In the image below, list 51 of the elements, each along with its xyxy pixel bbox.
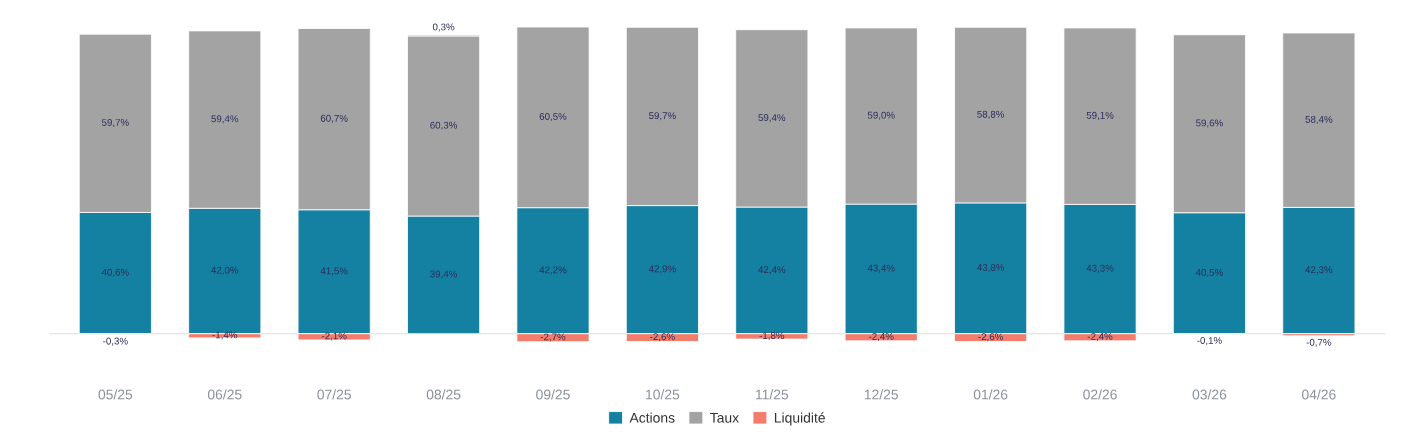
x-tick-label: 11/25 (756, 389, 789, 400)
x-tick-label: 04/26 (1302, 389, 1336, 400)
data-label: 42,3% (1305, 266, 1333, 275)
x-tick-label: 07/25 (317, 389, 351, 400)
data-label: -0,7% (1306, 338, 1332, 347)
data-label: 42,9% (648, 265, 676, 274)
x-tick-label: 03/26 (1192, 389, 1227, 400)
x-tick-label: 12/25 (864, 389, 899, 400)
data-label: -0,1% (1197, 337, 1222, 346)
data-label: 59,7% (649, 112, 676, 121)
data-label: 42,0% (211, 266, 239, 275)
data-label: 60,7% (320, 114, 348, 123)
data-label: -2,6% (978, 333, 1003, 342)
x-tick-label: 10/25 (646, 389, 680, 400)
data-label: -1,8% (759, 332, 785, 341)
x-tick-label: 01/26 (973, 389, 1008, 400)
data-label: 39,4% (430, 270, 458, 279)
data-label: -1,4% (212, 331, 238, 340)
data-label: 59,0% (867, 111, 895, 120)
data-label: 60,3% (430, 121, 458, 130)
data-label: 40,5% (1195, 268, 1223, 277)
data-label: 42,2% (539, 266, 567, 275)
data-label: -0,3% (103, 337, 128, 346)
data-label: 59,4% (758, 114, 786, 123)
data-label: 40,6% (101, 268, 129, 277)
x-tick-label: 05/25 (98, 389, 133, 400)
data-label: -2,4% (1087, 333, 1113, 342)
data-label: 58,4% (1305, 115, 1333, 124)
data-label: 43,8% (977, 264, 1005, 273)
legend-label: Taux (710, 413, 739, 423)
data-label: 59,1% (1086, 111, 1114, 120)
data-label: 42,4% (758, 266, 786, 275)
data-label: 60,5% (539, 113, 567, 122)
data-label: 0,3% (432, 23, 455, 32)
data-label: -2,7% (540, 333, 566, 342)
data-label: 59,7% (101, 119, 129, 128)
legend-label: Liquidité (774, 412, 825, 426)
x-tick-label: 08/25 (426, 389, 461, 400)
x-tick-label: 06/25 (207, 389, 242, 400)
data-label: 43,3% (1086, 264, 1114, 273)
data-label: 59,6% (1196, 119, 1223, 128)
data-label: 41,5% (320, 267, 348, 276)
x-tick-label: 09/25 (536, 389, 570, 400)
data-label: -2,1% (321, 332, 347, 341)
data-label: -2,6% (650, 333, 675, 342)
data-label: 58,8% (977, 110, 1005, 119)
x-tick-label: 02/26 (1083, 389, 1117, 400)
data-label: 59,4% (211, 115, 239, 124)
data-label: -2,4% (868, 333, 894, 342)
data-label: 43,4% (867, 264, 895, 273)
legend-label: Actions (629, 412, 675, 423)
